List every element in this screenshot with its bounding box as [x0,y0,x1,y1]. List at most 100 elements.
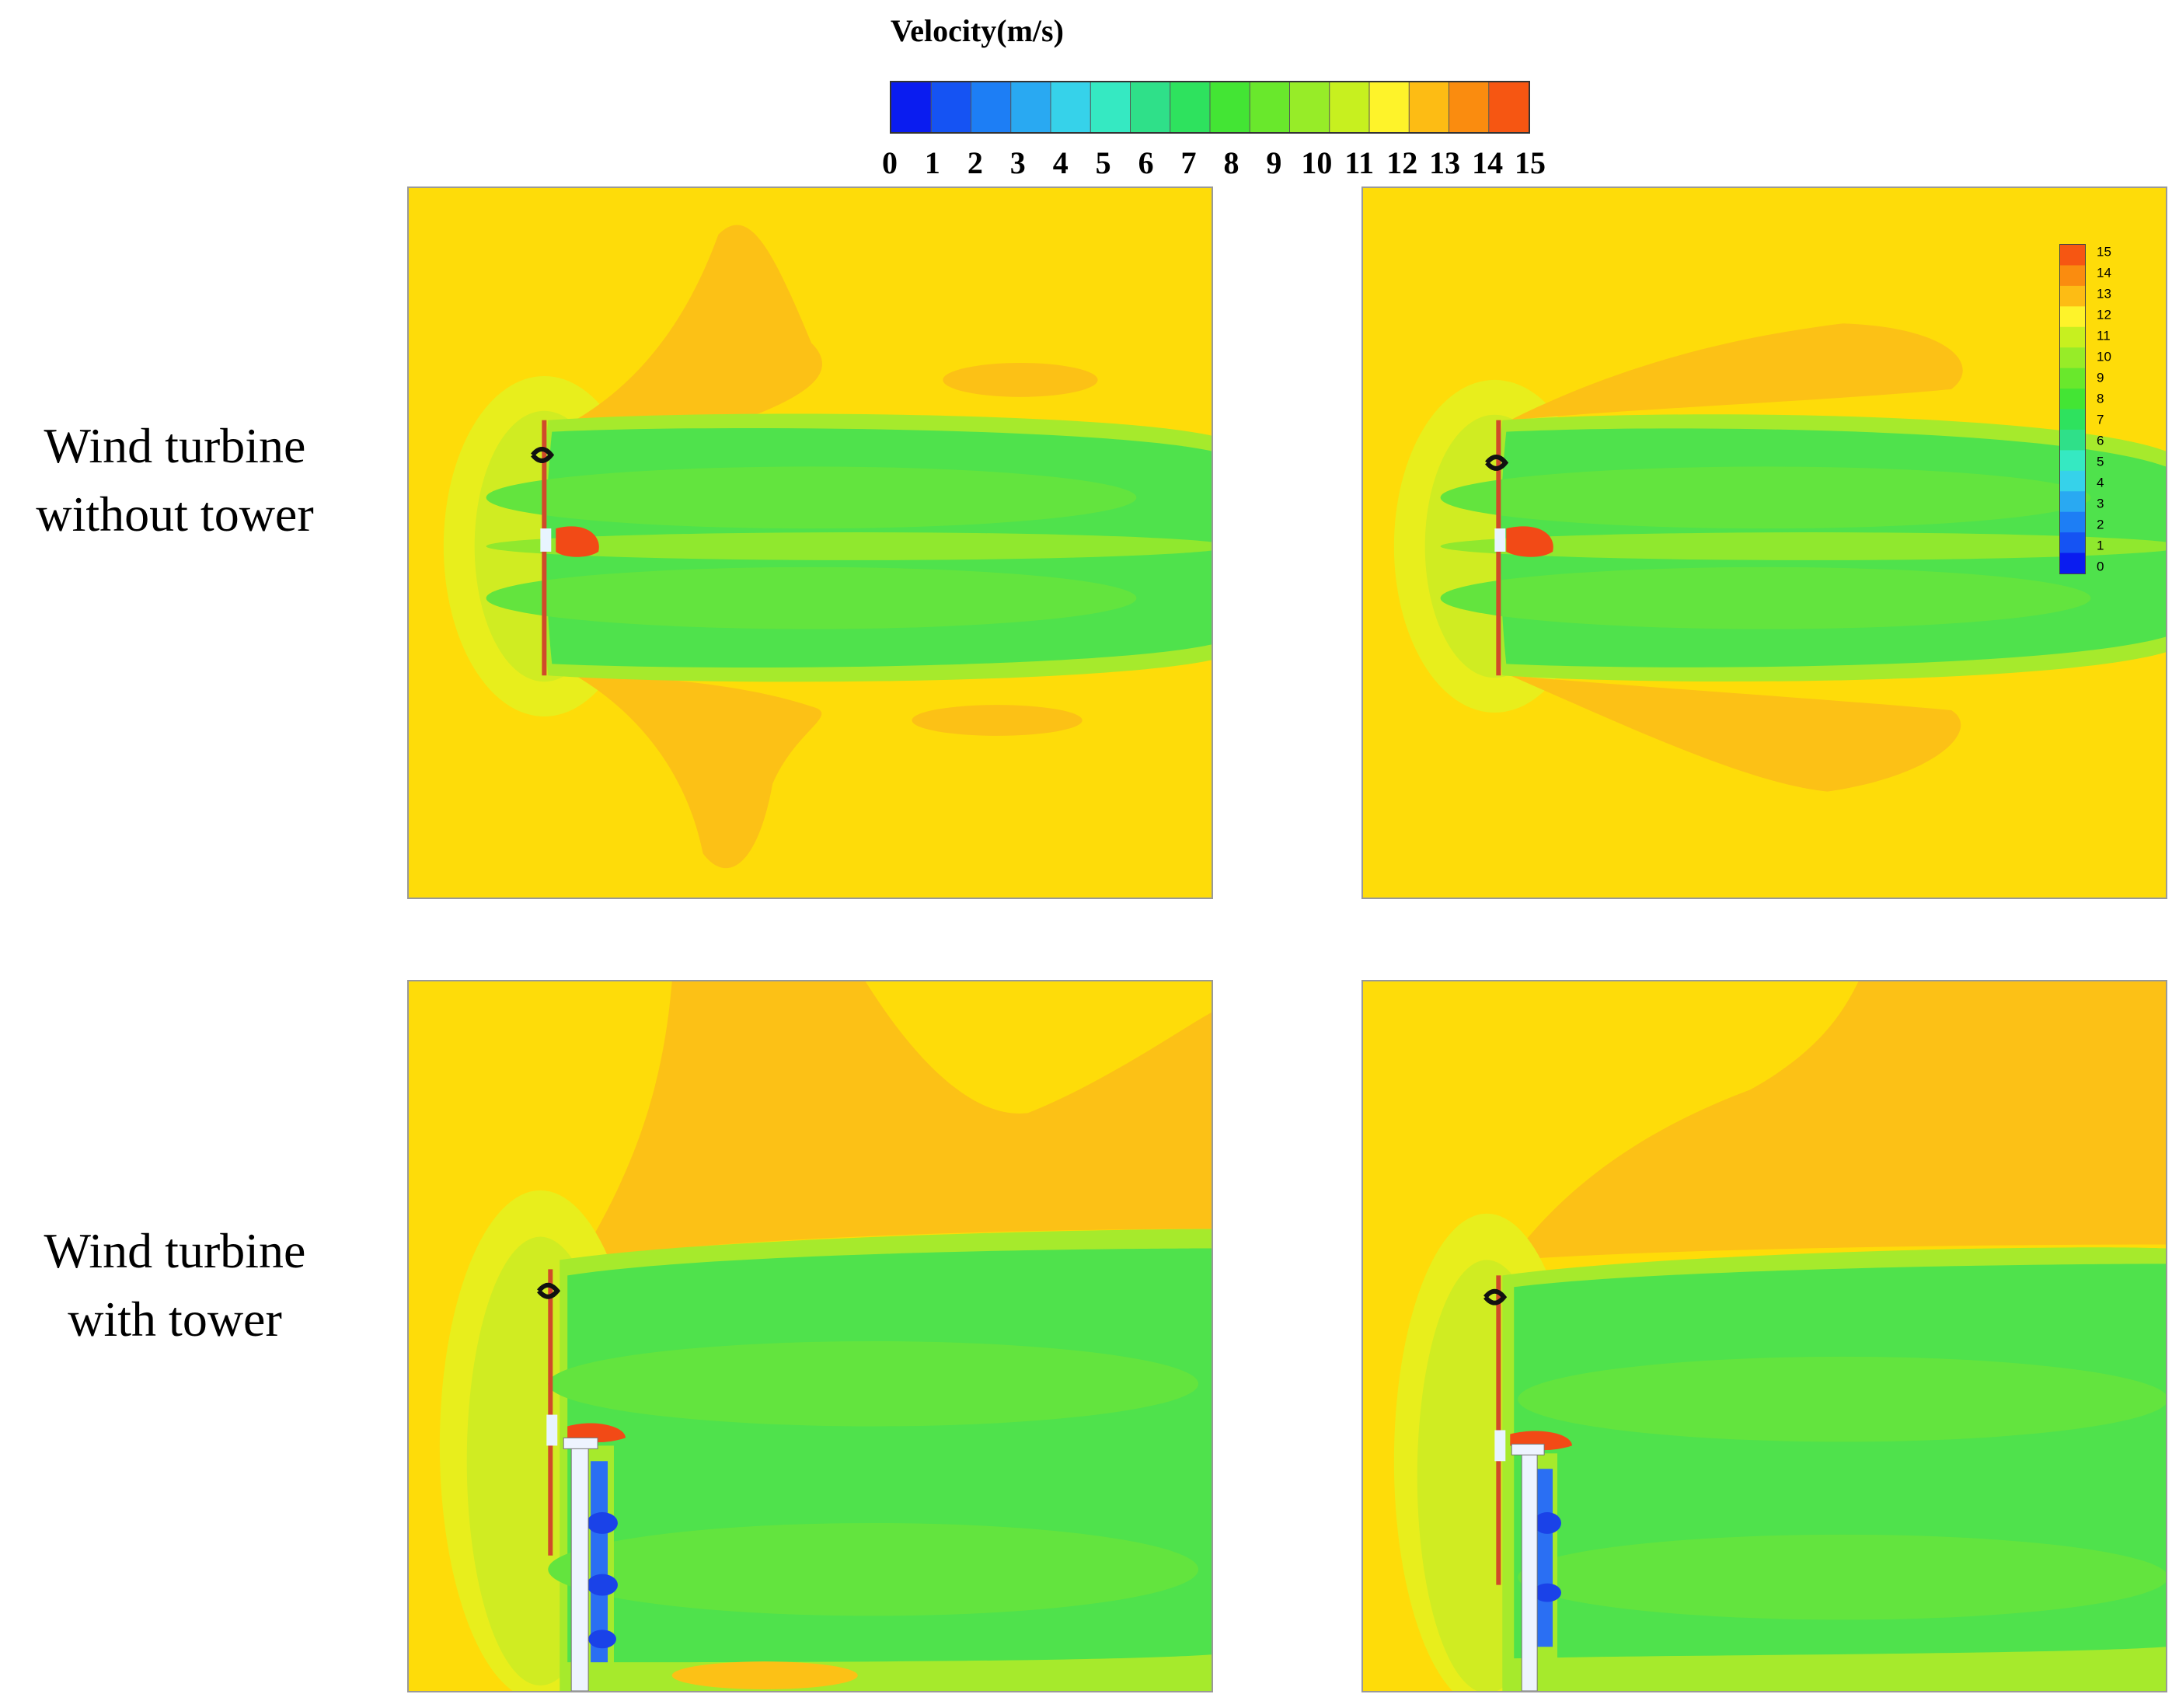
colorbar-tick-label: 7 [1180,145,1197,180]
colorbar-tick-label: 6 [1138,145,1154,180]
mini-colorbar-tick-label: 15 [2097,244,2111,260]
mini-colorbar-swatch [2060,429,2085,451]
colorbar-tick-label: 14 [1472,145,1504,180]
rotation-arrow-icon [531,447,555,463]
hub-high-speed [1506,526,1553,557]
mini-colorbar-tick-label: 3 [2097,496,2104,511]
speedup-patch [912,705,1083,736]
colorbar-swatch [1329,82,1370,132]
colorbar-swatch [971,82,1012,132]
vortex [588,1630,616,1649]
mini-colorbar-tick-label: 9 [2097,370,2104,385]
speedup-lobe-top [1510,323,1963,420]
mini-colorbar-tick-label: 4 [2097,475,2104,490]
colorbar-tick-label: 4 [1052,145,1069,180]
colorbar-ticks: 0 1 2 3 4 5 6 7 8 9 10 11 12 13 14 15 [877,145,1553,182]
colorbar-swatch [1369,82,1410,132]
colorbar-tick-label: 0 [882,145,898,180]
colorbar-swatch [1210,82,1250,132]
wake-layer [486,566,1137,629]
mini-colorbar-swatch [2060,265,2085,287]
velocity-colorbar [890,81,1530,134]
nacelle [540,528,552,552]
colorbar-tick-label: 13 [1429,145,1461,180]
nacelle [1494,528,1506,552]
mini-colorbar-tick-label: 0 [2097,559,2104,574]
wake-layer [486,466,1137,529]
tower-top [563,1437,598,1449]
mini-colorbar-swatch [2060,450,2085,472]
rotation-arrow-icon [1485,455,1509,471]
colorbar-swatch [1051,82,1091,132]
mini-colorbar-tick-label: 1 [2097,538,2104,553]
speedup-region-top [579,981,1212,1260]
colorbar-swatch [1010,82,1051,132]
mini-colorbar-tick-label: 11 [2097,328,2111,343]
colorbar-tick-label: 10 [1301,145,1333,180]
row-label-without-tower: Wind turbine without tower [0,412,350,549]
mini-colorbar [2059,244,2086,574]
mini-colorbar-tick-label: 7 [2097,412,2104,427]
mini-colorbar-swatch [2060,347,2085,369]
colorbar-swatch [891,82,932,132]
contour-panel-without-tower-right: 15 14 13 12 11 10 9 8 7 6 5 4 3 2 1 0 [1361,186,2167,899]
mini-colorbar-tick-label: 10 [2097,349,2111,364]
row-label-with-tower: Wind turbine with tower [0,1217,350,1354]
colorbar-title: Velocity(m/s) [891,13,1064,48]
mini-colorbar-legend: 15 14 13 12 11 10 9 8 7 6 5 4 3 2 1 0 [2059,244,2121,577]
mini-colorbar-swatch [2060,409,2085,430]
colorbar-swatch [1250,82,1290,132]
mini-colorbar-swatch [2060,306,2085,328]
row-label-line2: without tower [36,486,314,542]
row-label-line1: Wind turbine [44,1223,306,1278]
contour-panel-without-tower-left [407,186,1213,899]
rotation-arrow-icon [1483,1288,1508,1305]
mini-colorbar-swatch [2060,470,2085,492]
colorbar-tick-label: 2 [967,145,983,180]
wake-layer [1440,566,2091,629]
colorbar-tick-label: 8 [1223,145,1239,180]
blade [548,1269,553,1556]
tower-low-speed-zone [591,1461,608,1663]
mini-colorbar-swatch [2060,389,2085,410]
mini-colorbar-swatch [2060,532,2085,554]
tower-low-speed-zone [1537,1469,1553,1647]
contour-panel-with-tower-right [1361,980,2167,1692]
speedup-lobe-top [575,225,823,420]
hub-wake [1440,532,2166,560]
vortex [587,1574,618,1596]
row-label-line1: Wind turbine [44,418,306,473]
wake-layer [1440,466,2091,529]
mini-colorbar-swatch [2060,368,2085,389]
vortex [1533,1512,1562,1534]
mini-colorbar-swatch [2060,491,2085,513]
colorbar-tick-label: 5 [1095,145,1111,180]
speedup-patch [671,1661,858,1690]
speedup-region-top [1510,981,2166,1260]
colorbar-swatch [1449,82,1490,132]
nacelle [1494,1430,1506,1462]
mini-colorbar-tick-label: 5 [2097,454,2104,469]
blade [1496,1275,1501,1585]
colorbar-swatch [931,82,971,132]
wake-layer [1518,1534,2166,1620]
colorbar-swatch [1130,82,1171,132]
colorbar-swatch [1090,82,1131,132]
tower-top [1511,1443,1545,1455]
colorbar-swatch [1170,82,1211,132]
mini-colorbar-swatch [2060,326,2085,348]
speedup-patch [943,363,1098,397]
mini-colorbar-swatch [2060,552,2085,573]
hub-wake [486,532,1212,560]
mini-colorbar-tick-label: 14 [2097,265,2111,281]
colorbar-tick-label: 12 [1386,145,1418,180]
mini-colorbar-tick-label: 2 [2097,517,2104,532]
vortex [587,1512,618,1534]
colorbar-tick-label: 15 [1515,145,1546,180]
mini-colorbar-tick-label: 12 [2097,307,2111,322]
wake-layer [1518,1356,2166,1442]
colorbar-tick-label: 11 [1344,145,1375,180]
mini-colorbar-swatch [2060,511,2085,533]
row-label-line2: with tower [68,1291,282,1347]
vortex [1533,1583,1562,1602]
